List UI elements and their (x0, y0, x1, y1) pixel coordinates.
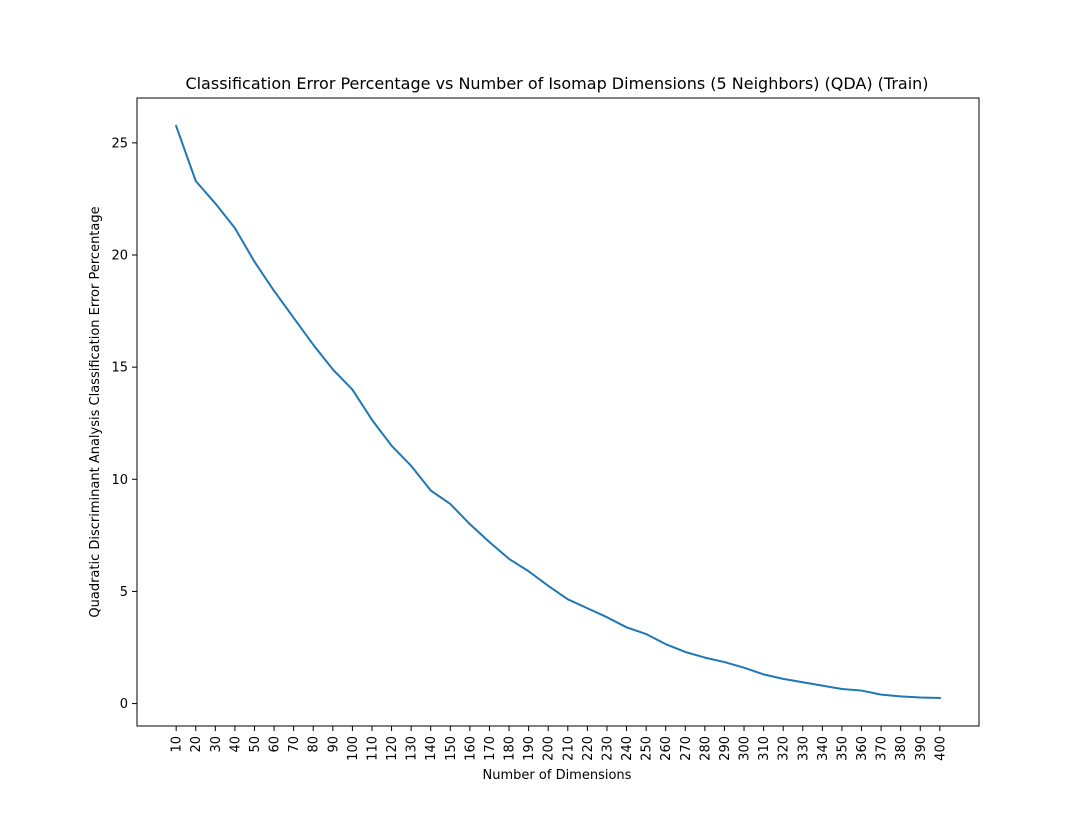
x-tick-label: 300 (738, 736, 753, 761)
x-tick-label: 280 (698, 736, 713, 761)
x-tick-label: 100 (346, 736, 361, 761)
x-tick-label: 20 (189, 736, 204, 753)
x-tick-label: 200 (542, 736, 557, 761)
x-tick-label: 170 (483, 736, 498, 761)
x-tick-label: 370 (875, 736, 890, 761)
x-tick-label: 220 (581, 736, 596, 761)
x-tick-label: 150 (444, 736, 459, 761)
x-tick-label: 110 (365, 736, 380, 761)
x-tick-label: 340 (816, 736, 831, 761)
y-tick-label: 15 (111, 361, 128, 376)
y-axis: 0 5 10 15 20 25 (111, 136, 137, 712)
x-tick-label: 310 (757, 736, 772, 761)
x-axis: 10 20 30 40 50 60 70 80 90 100 110 120 130 140 150 160 1… (170, 726, 948, 761)
y-tick-label: 5 (120, 585, 128, 600)
y-tick-label: 0 (120, 697, 128, 712)
x-tick-label: 140 (424, 736, 439, 761)
y-tick-label: 25 (111, 136, 128, 151)
x-tick-label: 30 (209, 736, 224, 753)
x-tick-label: 70 (287, 736, 302, 753)
x-tick-label: 130 (405, 736, 420, 761)
x-tick-label: 230 (600, 736, 615, 761)
x-tick-label: 180 (503, 736, 518, 761)
x-axis-label: Number of Dimensions (483, 768, 632, 783)
y-axis-label: Quadratic Discriminant Analysis Classifi… (88, 206, 103, 617)
chart-title: Classification Error Percentage vs Numbe… (185, 74, 928, 93)
y-tick-label: 10 (111, 473, 128, 488)
x-tick-label: 270 (679, 736, 694, 761)
x-tick-label: 40 (228, 736, 243, 753)
x-tick-label: 350 (835, 736, 850, 761)
x-tick-label: 10 (170, 736, 185, 753)
axes-frame (136, 97, 980, 727)
x-tick-label: 290 (718, 736, 733, 761)
x-tick-label: 360 (855, 736, 870, 761)
x-tick-label: 210 (561, 736, 576, 761)
x-tick-label: 160 (463, 736, 478, 761)
plot-area (174, 124, 941, 699)
x-tick-label: 380 (894, 736, 909, 761)
x-tick-label: 80 (307, 736, 322, 753)
x-tick-label: 320 (777, 736, 792, 761)
x-tick-label: 50 (248, 736, 263, 753)
x-tick-label: 190 (522, 736, 537, 761)
x-tick-label: 260 (659, 736, 674, 761)
x-tick-label: 390 (914, 736, 929, 761)
x-tick-label: 330 (796, 736, 811, 761)
x-tick-label: 90 (326, 736, 341, 753)
x-tick-label: 400 (933, 736, 948, 761)
series-line-0 (174, 124, 941, 699)
x-tick-label: 60 (268, 736, 283, 753)
x-tick-label: 240 (620, 736, 635, 761)
x-tick-label: 120 (385, 736, 400, 761)
y-tick-label: 20 (111, 249, 128, 264)
x-tick-label: 250 (640, 736, 655, 761)
